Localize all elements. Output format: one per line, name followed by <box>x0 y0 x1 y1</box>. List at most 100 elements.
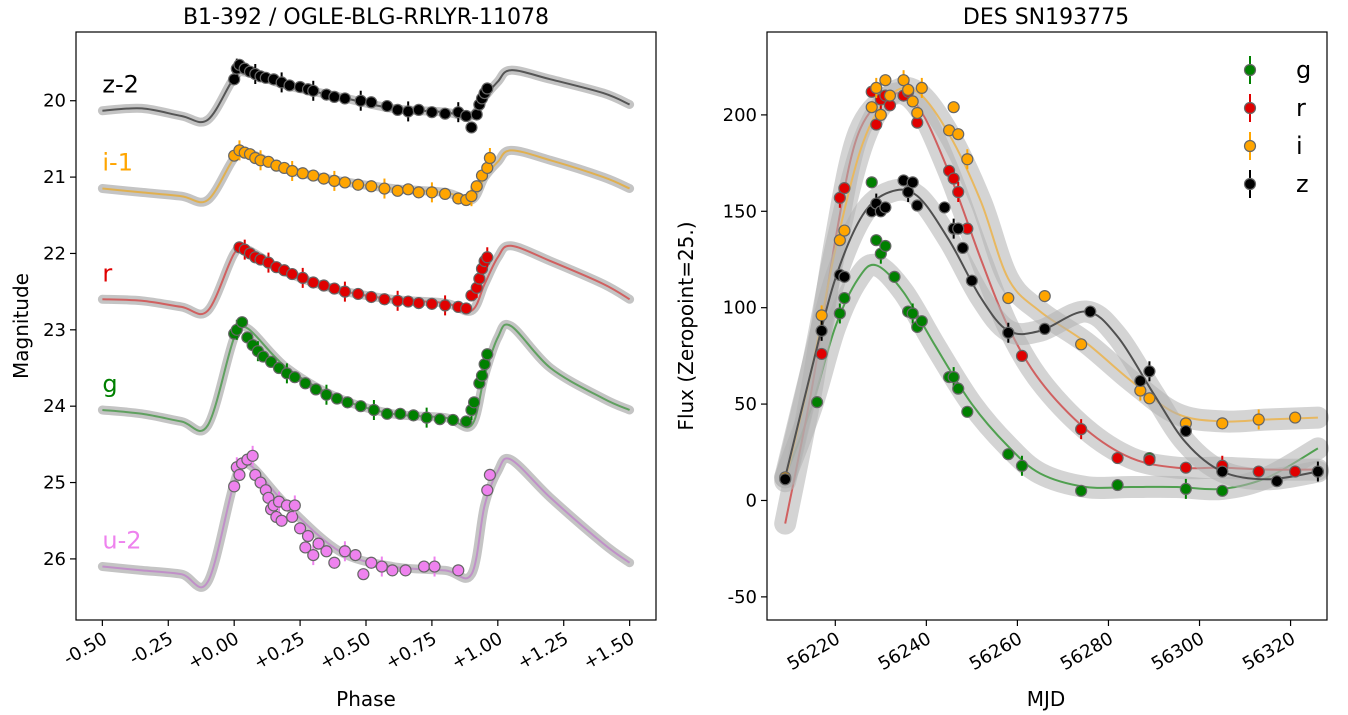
data-point-g <box>865 176 878 189</box>
data-point-i <box>874 108 887 121</box>
x-tick-label: 56260 <box>966 628 1026 675</box>
series-label-u-2: u-2 <box>102 527 141 555</box>
data-point-i <box>815 309 828 322</box>
data-point-z-2 <box>438 107 452 120</box>
data-point-z <box>965 274 978 287</box>
y-tick-label: 26 <box>43 549 66 570</box>
data-point-g <box>1002 448 1015 461</box>
x-tick-label: 56280 <box>1057 628 1117 675</box>
data-point-r <box>1111 451 1124 465</box>
data-point-z-2 <box>307 84 320 97</box>
left-points <box>228 58 497 581</box>
data-point-i-1 <box>483 151 497 165</box>
data-point-i-1 <box>465 190 478 203</box>
data-point-u-2 <box>452 564 465 577</box>
data-point-r <box>378 293 391 306</box>
data-point-z-2 <box>412 103 425 116</box>
data-point-r <box>1015 349 1029 362</box>
data-point-r <box>1143 453 1156 467</box>
left-x-axis-label: Phase <box>336 687 396 711</box>
flux-panel: DES SN193775 56220 56240 56260 56280 56300 56… <box>674 5 1329 711</box>
data-point-i <box>870 81 883 95</box>
y-tick-label: 22 <box>43 243 66 264</box>
data-point-g <box>309 383 323 396</box>
data-point-r <box>351 287 365 301</box>
data-point-i-1 <box>438 187 452 200</box>
data-point-g <box>1075 484 1088 497</box>
data-point-u-2 <box>312 537 325 550</box>
data-point-u-2 <box>386 564 399 577</box>
data-point-z <box>879 201 892 214</box>
right-curves <box>774 76 1329 535</box>
data-point-z-2 <box>460 109 473 123</box>
data-point-i <box>883 89 897 102</box>
x-tick-label: +0.25 <box>250 628 308 674</box>
data-point-i-1 <box>317 172 330 185</box>
data-point-z <box>1038 322 1051 335</box>
x-tick-label: 56220 <box>784 628 844 675</box>
confidence-band-u-2 <box>97 453 635 592</box>
data-point-i-1 <box>412 186 425 199</box>
data-point-z <box>838 270 851 283</box>
data-point-u-2 <box>375 560 388 573</box>
data-point-i <box>879 74 892 87</box>
data-point-g <box>906 307 919 320</box>
data-point-i <box>906 95 919 108</box>
data-point-g <box>961 405 974 418</box>
data-point-i-1 <box>391 184 404 197</box>
data-point-u-2 <box>233 468 246 482</box>
series-label-i-1: i-1 <box>102 149 133 177</box>
data-point-u-2 <box>338 545 352 558</box>
data-point-z-2 <box>328 90 341 104</box>
confidence-band-g <box>97 319 635 436</box>
legend-marker <box>1243 177 1257 191</box>
data-point-i-1 <box>425 186 439 199</box>
data-point-z-2 <box>228 73 241 86</box>
data-point-r <box>425 297 439 310</box>
data-point-g <box>354 400 367 413</box>
left-series-labels: z-2 i-1 r g u-2 <box>102 71 141 555</box>
data-point-z <box>815 324 828 337</box>
data-point-z <box>956 241 969 255</box>
x-tick-label: +0.50 <box>316 628 374 674</box>
data-point-i-1 <box>378 182 391 195</box>
light-curve-panel: B1-392 / OGLE-BLG-RRLYR-11078 z-2 i-1 r g u-… <box>9 5 657 711</box>
confidence-band-z <box>774 178 1329 491</box>
data-point-u-2 <box>417 560 431 573</box>
data-point-g <box>330 392 344 405</box>
data-point-r <box>365 290 378 304</box>
data-point-z-2 <box>465 121 478 134</box>
y-tick-label: 25 <box>43 473 66 494</box>
data-point-i <box>1002 291 1015 305</box>
data-point-r <box>947 172 960 185</box>
data-point-z <box>1143 365 1156 378</box>
data-point-r <box>838 182 851 195</box>
data-point-i <box>1143 392 1156 405</box>
y-tick-label: 200 <box>723 105 757 126</box>
data-point-u-2 <box>307 548 320 562</box>
right-title: DES SN193775 <box>963 5 1129 30</box>
y-tick-label: 150 <box>723 201 757 222</box>
data-point-z <box>906 176 919 189</box>
data-point-r <box>296 271 309 284</box>
data-point-g <box>460 415 473 428</box>
legend-label-i: i <box>1296 132 1303 160</box>
data-point-r <box>328 282 341 295</box>
left-plot-frame <box>75 31 657 621</box>
data-point-u-2 <box>293 522 307 535</box>
data-point-z-2 <box>425 106 439 119</box>
data-point-g <box>475 369 489 382</box>
data-point-g <box>810 396 824 409</box>
legend-label-r: r <box>1296 94 1306 122</box>
data-point-r <box>1179 461 1192 474</box>
data-point-g <box>1111 478 1124 492</box>
data-point-r <box>460 302 473 315</box>
data-point-z <box>1134 374 1147 388</box>
data-point-g <box>380 407 394 420</box>
data-point-z-2 <box>365 96 378 109</box>
data-point-g <box>264 355 278 368</box>
data-point-z-2 <box>470 108 483 121</box>
right-x-ticks: 56220 56240 56260 56280 56300 56320 <box>784 620 1299 675</box>
data-point-i-1 <box>481 161 494 175</box>
data-point-g <box>952 382 965 395</box>
